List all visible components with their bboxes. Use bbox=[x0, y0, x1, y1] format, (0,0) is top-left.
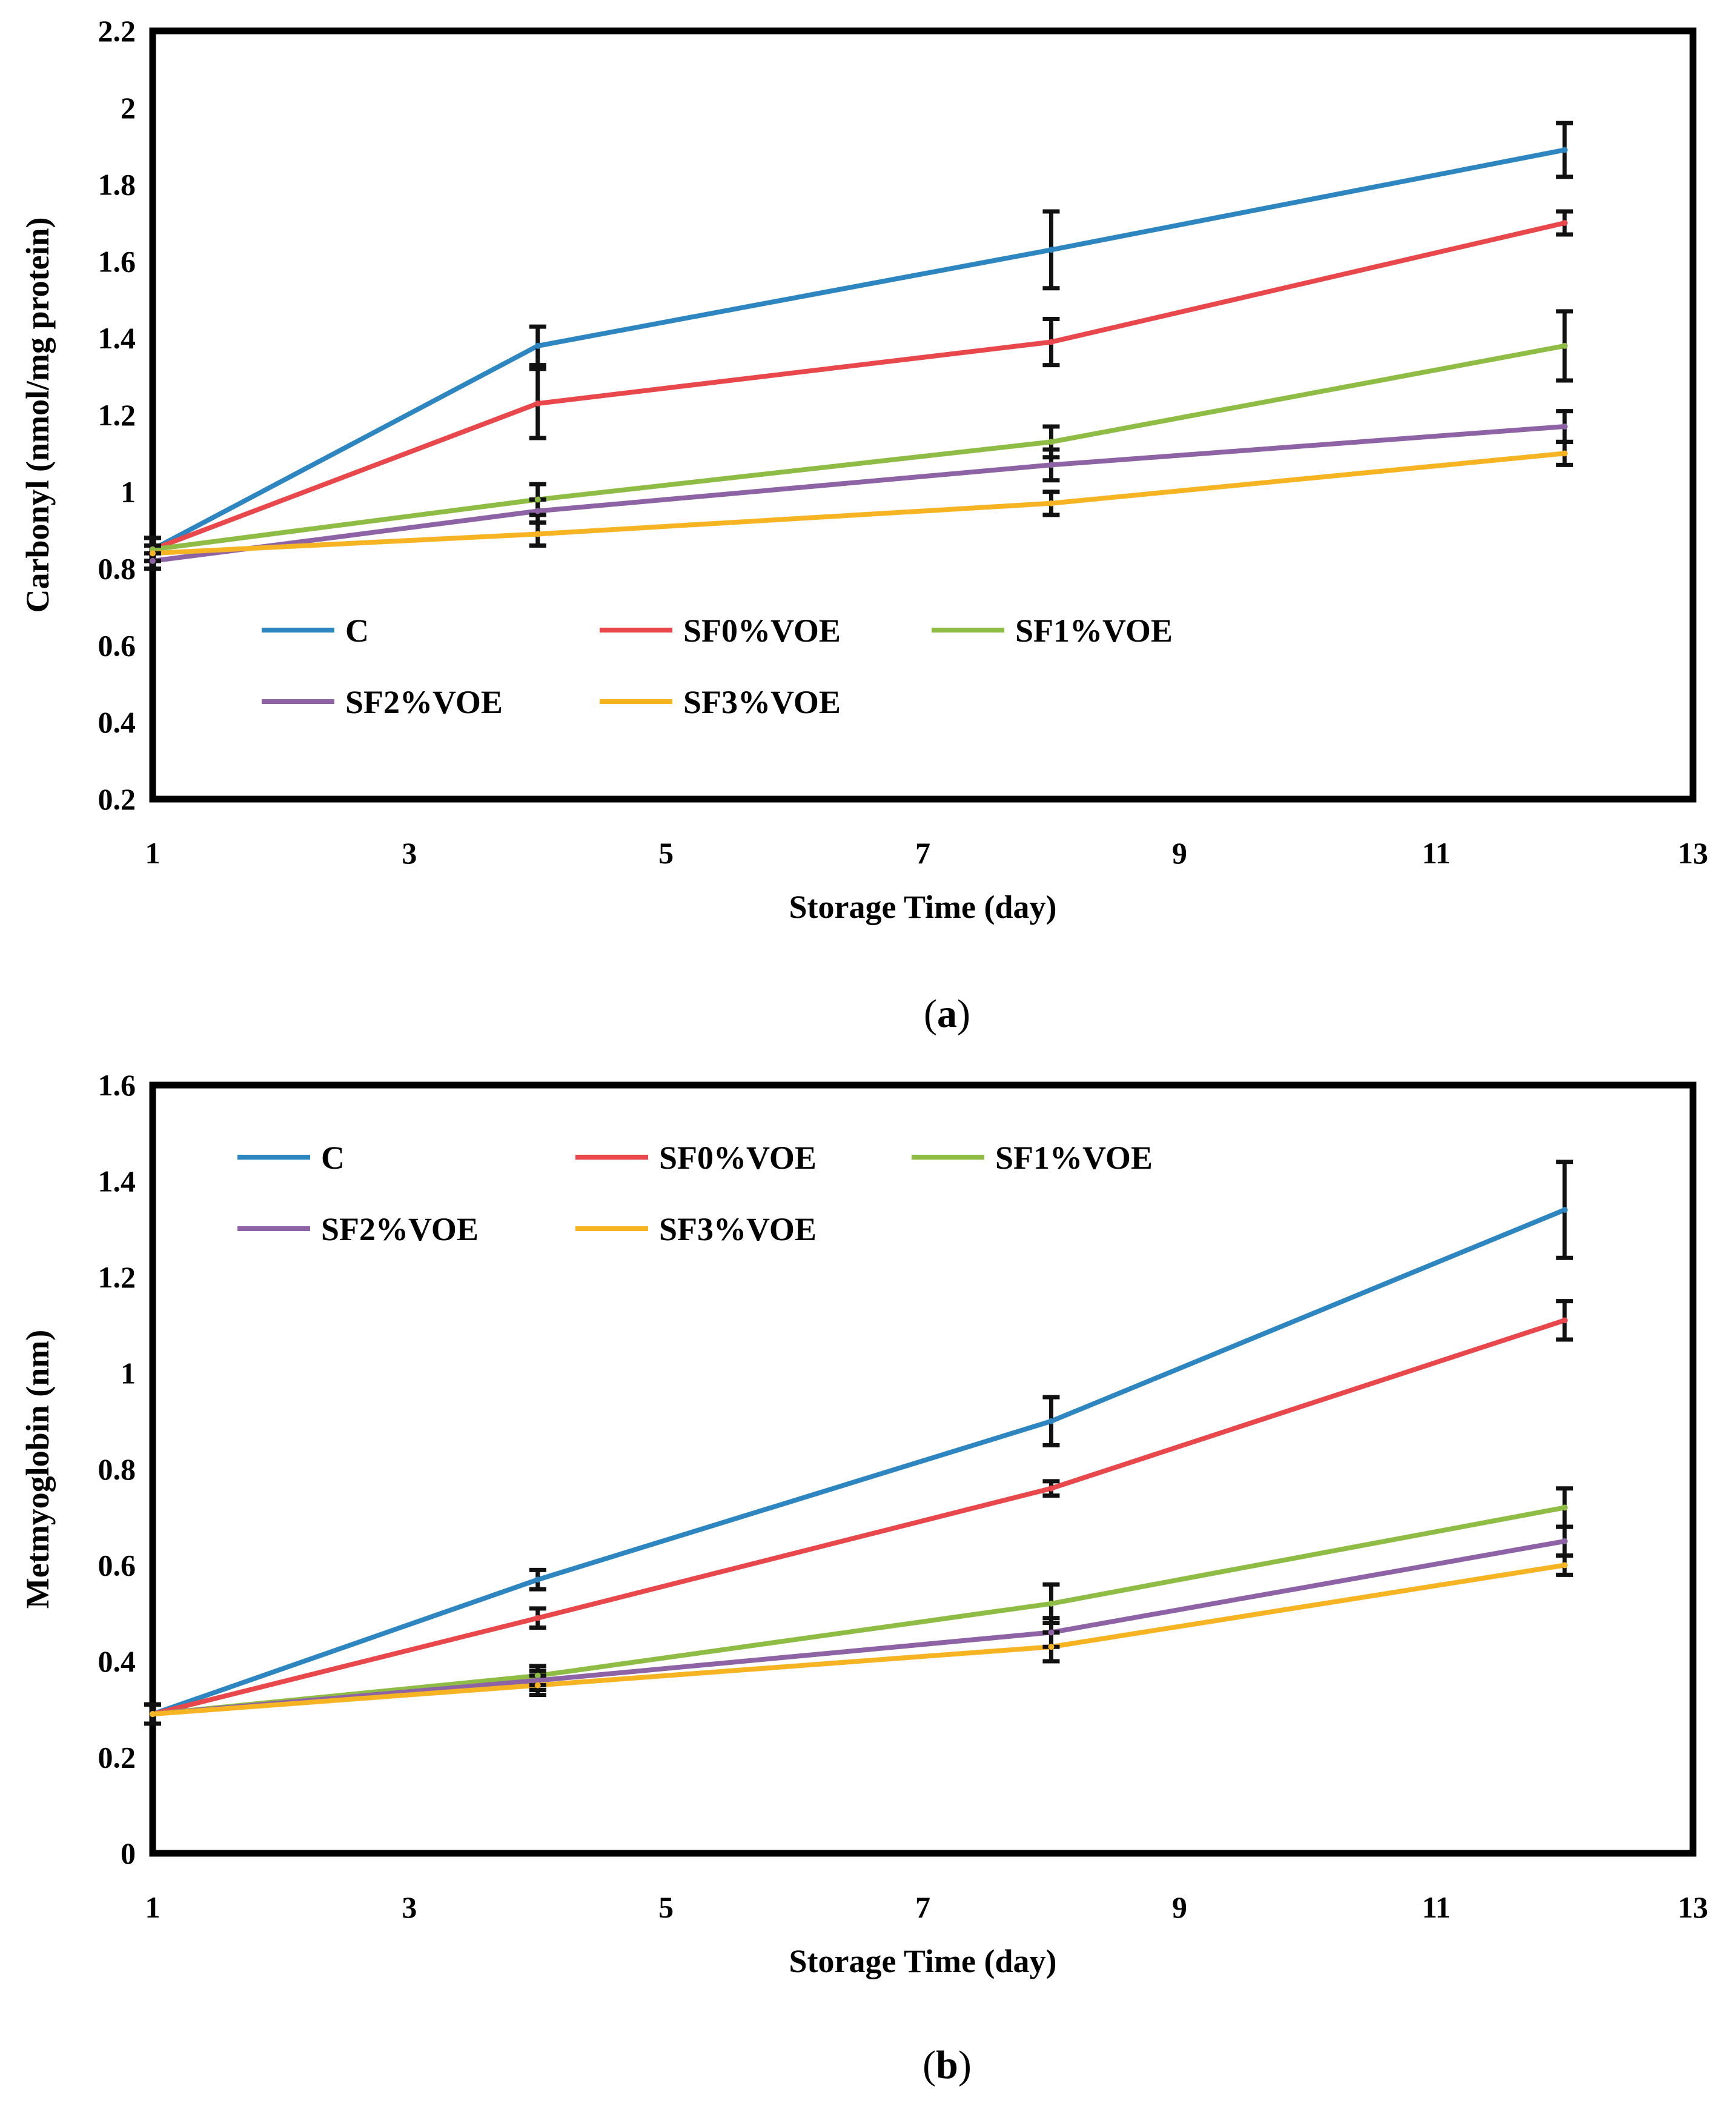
chart-0-data-point-3-2 bbox=[1048, 462, 1055, 468]
chart-1-y-tick-label: 0.2 bbox=[98, 1741, 136, 1775]
chart-1-series-line-0 bbox=[150, 1207, 1568, 1717]
chart-0-data-point-1-2 bbox=[1048, 339, 1055, 345]
chart-0-y-tick-label: 1.8 bbox=[98, 168, 136, 202]
chart-1-x-tick-label: 7 bbox=[915, 1890, 930, 1924]
chart-0-legend-label-3: SF2%VOE bbox=[345, 684, 503, 720]
chart-0-x-axis-title: Storage Time (day) bbox=[789, 889, 1057, 925]
chart-0-series-line-0 bbox=[150, 147, 1568, 552]
chart-1-x-tick-label: 1 bbox=[145, 1890, 161, 1924]
chart-0-data-point-4-2 bbox=[1048, 500, 1055, 506]
chart-0-y-tick-label: 1.6 bbox=[98, 244, 136, 278]
chart-1-data-point-2-2 bbox=[1048, 1600, 1055, 1607]
chart-1-plot-frame bbox=[149, 1081, 1697, 1857]
chart-0-x-tick-label: 3 bbox=[402, 836, 417, 870]
chart-1-x-axis-title: Storage Time (day) bbox=[789, 1943, 1057, 1979]
chart-0-x-tick-label: 9 bbox=[1172, 836, 1187, 870]
chart-0-data-point-2-2 bbox=[1048, 439, 1055, 445]
chart-1-x-tick-label: 13 bbox=[1678, 1890, 1708, 1924]
panel-b: 00.20.40.60.811.21.41.61 3 5 7 9 11 13Storage … bbox=[19, 1068, 1708, 2087]
chart-0-series-line-4 bbox=[150, 451, 1568, 556]
chart-1-data-point-3-3 bbox=[1562, 1538, 1568, 1544]
chart-1-data-point-4-3 bbox=[1562, 1562, 1568, 1569]
chart-1-data-point-0-2 bbox=[1048, 1418, 1055, 1424]
chart-1-data-point-4-1 bbox=[534, 1682, 541, 1689]
chart-1-y-tick-label: 1 bbox=[121, 1357, 136, 1390]
chart-1-data-point-0-1 bbox=[534, 1576, 541, 1583]
chart-1-data-point-0-3 bbox=[1562, 1207, 1568, 1214]
chart-0-series-line-1 bbox=[150, 221, 1568, 552]
chart-0-series-line-3 bbox=[150, 424, 1568, 563]
chart-1-legend-label-1: SF0%VOE bbox=[659, 1140, 817, 1176]
chart-0-y-tick-label: 0.8 bbox=[98, 552, 136, 586]
chart-0-data-point-3-3 bbox=[1562, 423, 1568, 430]
chart-0-y-tick-label: 2 bbox=[121, 91, 136, 125]
chart-0-data-point-1-1 bbox=[534, 400, 541, 407]
chart-0-data-point-2-1 bbox=[534, 496, 541, 503]
chart-1-legend-label-2: SF1%VOE bbox=[995, 1140, 1153, 1176]
chart-0-y-axis-title: Carbonyl (nmol/mg protein) bbox=[19, 217, 56, 613]
chart-0-x-tick-label: 5 bbox=[658, 836, 674, 870]
chart-1-y-tick-label: 1.2 bbox=[98, 1260, 136, 1294]
chart-0-legend-label-1: SF0%VOE bbox=[683, 613, 841, 649]
chart-0-y-tick-label: 2.2 bbox=[98, 14, 136, 48]
chart-0-x-tick-label: 1 bbox=[145, 836, 161, 870]
chart-0-x-tick-label: 7 bbox=[915, 836, 930, 870]
chart-0-y-tick-label: 1.2 bbox=[98, 398, 136, 432]
chart-1-legend-label-0: C bbox=[321, 1140, 345, 1176]
chart-1-y-axis-title: Metmyoglobin (nm) bbox=[19, 1330, 56, 1609]
chart-0-data-point-4-3 bbox=[1562, 450, 1568, 457]
chart-1-data-point-2-1 bbox=[534, 1672, 541, 1679]
chart-1-data-point-3-2 bbox=[1048, 1629, 1055, 1636]
chart-1-x-tick-label: 9 bbox=[1172, 1890, 1187, 1924]
chart-0-data-point-4-1 bbox=[534, 531, 541, 537]
chart-1-data-point-4-2 bbox=[1048, 1644, 1055, 1650]
chart-1-x-tick-label: 5 bbox=[658, 1890, 674, 1924]
chart-1-x-tick-label: 11 bbox=[1422, 1890, 1451, 1924]
chart-0-panel-label: (a) bbox=[924, 992, 970, 1036]
chart-0-data-point-3-1 bbox=[534, 508, 541, 514]
chart-1-data-point-2-3 bbox=[1562, 1504, 1568, 1511]
chart-0-legend-label-2: SF1%VOE bbox=[1015, 613, 1173, 649]
chart-0-y-tick-label: 1.4 bbox=[98, 321, 136, 355]
chart-0-series-line-2 bbox=[150, 343, 1568, 552]
chart-0-legend-label-0: C bbox=[345, 613, 369, 649]
chart-1-y-tick-label: 1.6 bbox=[98, 1068, 136, 1102]
chart-1-legend-label-3: SF2%VOE bbox=[321, 1211, 479, 1247]
chart-0-data-point-4-0 bbox=[150, 550, 156, 557]
chart-0-data-point-0-3 bbox=[1562, 147, 1568, 153]
chart-1-data-point-1-3 bbox=[1562, 1317, 1568, 1324]
chart-1-legend-label-4: SF3%VOE bbox=[659, 1211, 817, 1247]
chart-1-series-line-4 bbox=[150, 1562, 1568, 1717]
chart-1-data-point-3-1 bbox=[534, 1677, 541, 1684]
chart-1-x-tick-label: 3 bbox=[402, 1890, 417, 1924]
chart-0-y-tick-label: 1 bbox=[121, 475, 136, 509]
chart-1-y-tick-label: 1.4 bbox=[98, 1164, 136, 1198]
chart-1-y-tick-label: 0.4 bbox=[98, 1644, 136, 1678]
chart-1-y-tick-label: 0.6 bbox=[98, 1549, 136, 1582]
chart-0-data-point-0-1 bbox=[534, 342, 541, 349]
chart-0-y-tick-label: 0.4 bbox=[98, 705, 136, 739]
chart-0-data-point-1-3 bbox=[1562, 220, 1568, 226]
chart-0-y-tick-label: 0.6 bbox=[98, 628, 136, 662]
panel-a: 0.20.40.60.811.21.41.61.822.21 3 5 7 9 11 13St… bbox=[19, 14, 1708, 1036]
chart-1-data-point-1-1 bbox=[534, 1615, 541, 1621]
chart-1-data-point-1-2 bbox=[1048, 1485, 1055, 1492]
chart-0-legend-label-4: SF3%VOE bbox=[683, 684, 841, 720]
chart-0-y-tick-label: 0.2 bbox=[98, 782, 136, 816]
chart-1-panel-label: (b) bbox=[923, 2043, 972, 2087]
chart-0-x-tick-label: 13 bbox=[1678, 836, 1708, 870]
chart-0-x-tick-label: 11 bbox=[1422, 836, 1451, 870]
chart-1-y-tick-label: 0.8 bbox=[98, 1452, 136, 1486]
chart-1-series-line-1 bbox=[150, 1318, 1568, 1717]
chart-1-y-tick-label: 0 bbox=[121, 1836, 136, 1870]
chart-0-data-point-3-0 bbox=[150, 557, 156, 564]
chart-1-data-point-4-0 bbox=[150, 1711, 156, 1718]
chart-0-data-point-0-2 bbox=[1048, 247, 1055, 253]
chart-0-data-point-2-3 bbox=[1562, 342, 1568, 349]
